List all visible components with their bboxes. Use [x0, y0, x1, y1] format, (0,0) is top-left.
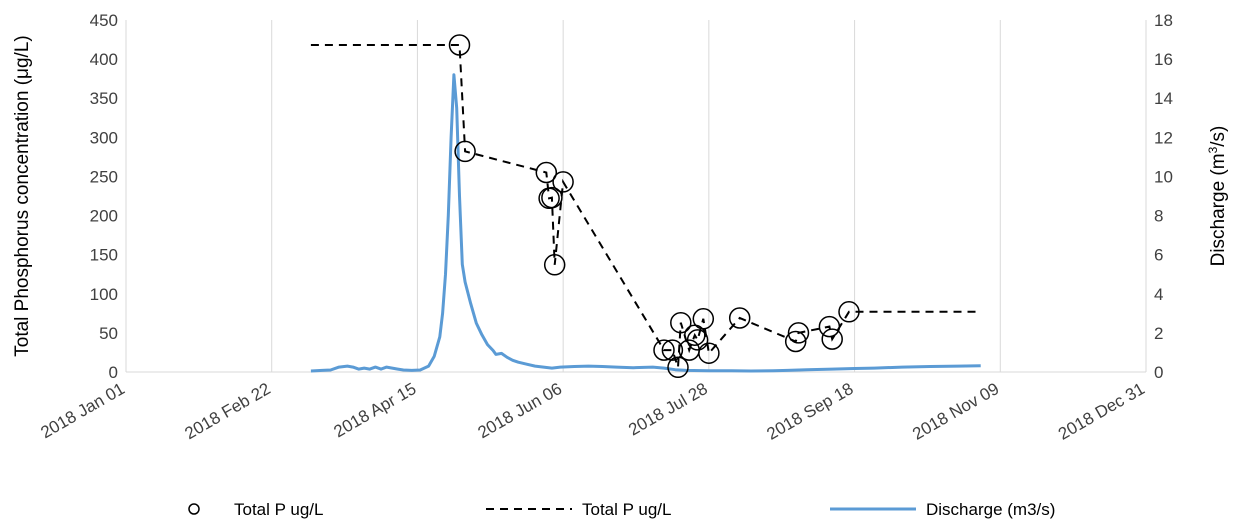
y-right-tick-label: 14	[1154, 89, 1173, 108]
x-tick-label: 2018 Jan 01	[37, 379, 128, 442]
y-left-tick-label: 0	[109, 363, 118, 382]
total-p-point	[535, 161, 558, 184]
y-left-tick-label: 150	[90, 246, 118, 265]
total-p-point	[686, 329, 709, 351]
total-p-point	[787, 322, 810, 344]
legend-label-total-p-dashed: Total P ug/L	[582, 500, 671, 519]
x-axis-ticks: 2018 Jan 01 2018 Feb 22 2018 Apr 15 2018 Ju…	[37, 379, 1148, 444]
total-p-point	[670, 311, 692, 334]
total-p-point	[661, 339, 684, 361]
y-right-tick-label: 12	[1154, 128, 1173, 147]
legend-label-discharge: Discharge (m3/s)	[926, 500, 1055, 519]
x-tick-label: 2018 Feb 22	[182, 379, 274, 443]
series	[310, 34, 981, 379]
total-p-point	[818, 315, 841, 338]
total-p-point	[838, 301, 860, 323]
total-p-point	[821, 328, 843, 350]
y-right-tick-label: 2	[1154, 324, 1163, 343]
series-total-p-dashed-line	[310, 44, 981, 368]
legend-item-total-p-markers: Total P ug/L	[188, 500, 323, 519]
y-left-tick-label: 250	[90, 167, 118, 186]
y-right-tick-label: 0	[1154, 363, 1163, 382]
y-axis-left-label: Total Phosphorus concentration (μg/L)	[12, 35, 33, 356]
y-right-tick-label: 4	[1154, 285, 1163, 304]
left-axis-ticks: 0 50 100 150 200 250 300 350 400 450	[90, 11, 118, 382]
x-tick-label: 2018 Apr 15	[331, 379, 420, 441]
y-left-tick-label: 200	[90, 207, 118, 226]
x-tick-label: 2018 Sep 18	[764, 379, 857, 444]
total-p-point	[692, 308, 715, 330]
y-left-tick-label: 50	[99, 324, 118, 343]
y-right-tick-label: 10	[1154, 167, 1173, 186]
legend: Total P ug/L Total P ug/L Discharge (m3/…	[188, 500, 1055, 519]
total-p-point	[653, 339, 675, 361]
legend-item-total-p-dashed: Total P ug/L	[486, 500, 671, 519]
legend-marker-circle	[188, 503, 200, 515]
x-tick-label: 2018 Jun 06	[475, 379, 566, 442]
total-p-point	[454, 140, 476, 163]
total-p-point	[543, 254, 566, 276]
y-left-tick-label: 100	[90, 285, 118, 304]
legend-item-discharge: Discharge (m3/s)	[830, 500, 1055, 519]
y-right-tick-label: 6	[1154, 246, 1163, 265]
x-tick-label: 2018 Dec 31	[1055, 379, 1148, 444]
x-tick-label: 2018 Jul 28	[625, 379, 711, 439]
grid	[125, 20, 1147, 372]
total-p-point	[552, 171, 574, 193]
y-left-tick-label: 350	[90, 89, 118, 108]
series-discharge-line	[310, 73, 981, 373]
y-left-tick-label: 300	[90, 128, 118, 147]
legend-label-total-p-markers: Total P ug/L	[234, 500, 323, 519]
y-right-tick-label: 18	[1154, 11, 1173, 30]
x-tick-label: 2018 Nov 09	[909, 379, 1002, 444]
y-axis-right-label-sup: 3	[1206, 146, 1220, 153]
total-p-point	[698, 342, 720, 364]
y-axis-right-label-suffix: /s)	[1208, 126, 1229, 147]
y-left-tick-label: 400	[90, 50, 118, 69]
total-p-point	[784, 330, 807, 353]
y-right-tick-label: 16	[1154, 50, 1173, 69]
total-p-point	[448, 34, 471, 56]
total-p-point	[541, 186, 563, 209]
y-left-tick-label: 450	[90, 11, 118, 30]
y-right-tick-label: 8	[1154, 207, 1163, 226]
right-axis-ticks: 0 2 4 6 8 10 12 14 16 18	[1154, 11, 1173, 382]
total-p-point	[667, 356, 689, 379]
y-axis-right-label-prefix: Discharge (m	[1208, 153, 1229, 266]
y-axis-right-label: Discharge (m3/s)	[1206, 126, 1229, 267]
total-p-point	[728, 307, 751, 329]
